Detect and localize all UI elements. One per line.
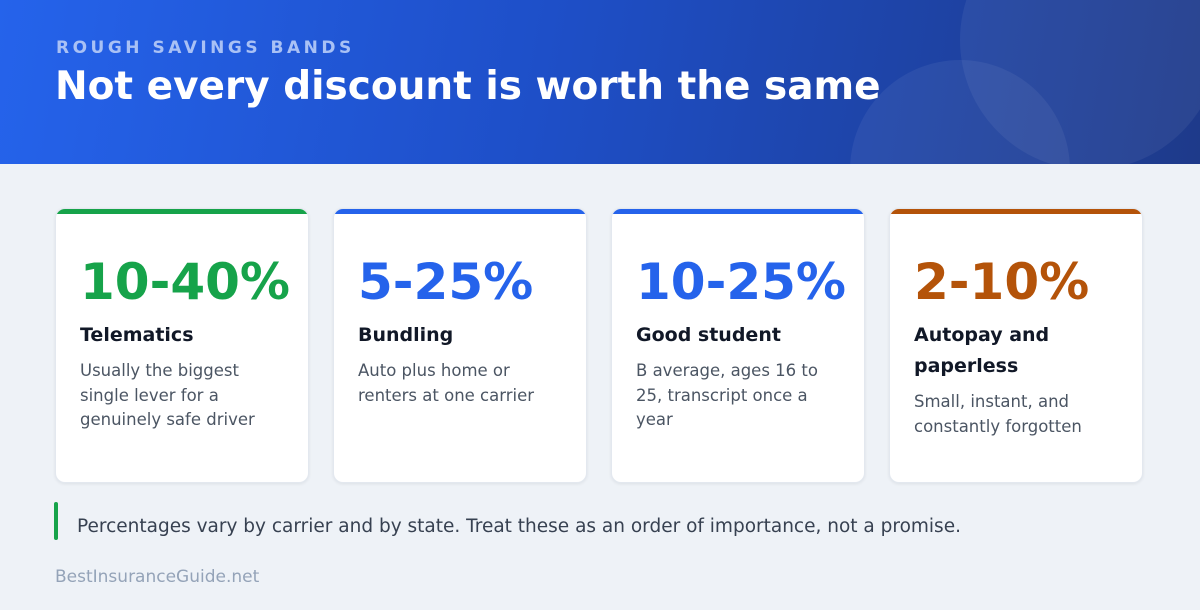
deco-circle <box>960 0 1200 164</box>
card-label: Bundling Auto plus home or renters at one… <box>358 320 548 408</box>
card-label-text: Bundling <box>358 324 454 346</box>
card-value: 10-40% <box>80 253 291 311</box>
card-description: Small, instant, and constantly forgotten <box>914 392 1082 436</box>
card-description: Auto plus home or renters at one carrier <box>358 361 535 405</box>
footer: BestInsuranceGuide.net <box>55 567 260 587</box>
title: Not every discount is worth the same <box>55 64 881 109</box>
card-accent <box>334 209 586 214</box>
note-accent <box>54 502 58 540</box>
card-label: Autopay and paperless Small, instant, and… <box>914 320 1084 439</box>
card-accent <box>56 209 308 214</box>
card-value: 10-25% <box>636 253 847 311</box>
card-description: B average, ages 16 to 25, transcript onc… <box>636 361 818 429</box>
header: ROUGH SAVINGS BANDS Not every discount i… <box>0 0 1200 164</box>
card-label: Telematics Usually the biggest single lev… <box>80 320 270 433</box>
card-value: 5-25% <box>358 253 534 311</box>
deco-circle <box>850 60 1070 164</box>
card-label-text: Good student <box>636 324 781 346</box>
eyebrow: ROUGH SAVINGS BANDS <box>56 38 355 58</box>
card-accent <box>612 209 864 214</box>
card: 5-25% Bundling Auto plus home or renters … <box>333 208 587 483</box>
card: 2-10% Autopay and paperless Small, instan… <box>889 208 1143 483</box>
card-value: 2-10% <box>914 253 1090 311</box>
card-label-text: Autopay and paperless <box>914 324 1050 377</box>
card-description: Usually the biggest single lever for a g… <box>80 361 255 429</box>
note: Percentages vary by carrier and by state… <box>77 516 961 537</box>
card: 10-40% Telematics Usually the biggest sin… <box>55 208 309 483</box>
card: 10-25% Good student B average, ages 16 to… <box>611 208 865 483</box>
card-label-text: Telematics <box>80 324 194 346</box>
card-accent <box>890 209 1142 214</box>
card-label: Good student B average, ages 16 to 25, tr… <box>636 320 826 433</box>
header-decoration <box>850 0 1200 164</box>
